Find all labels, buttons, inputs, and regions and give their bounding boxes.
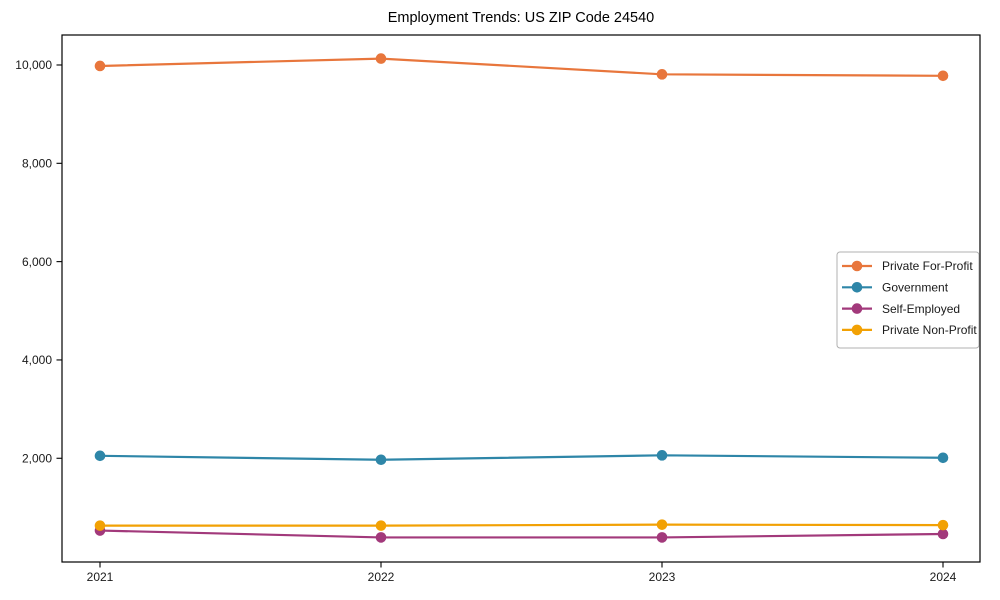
series-point-government-2024 bbox=[937, 452, 949, 464]
legend-marker-swatch bbox=[851, 260, 863, 272]
legend-label: Private For-Profit bbox=[882, 259, 973, 273]
series-point-private-non-profit-2021 bbox=[94, 520, 106, 531]
series-point-government-2022 bbox=[375, 454, 387, 466]
x-tick-label: 2024 bbox=[930, 570, 957, 584]
legend-marker-swatch bbox=[851, 303, 863, 314]
legend-entry-private-non-profit: Private Non-Profit bbox=[842, 323, 977, 337]
series-point-private-non-profit-2023 bbox=[656, 519, 668, 530]
series-point-private-for-profit-2024 bbox=[937, 70, 949, 82]
series-line-private-non-profit bbox=[98, 523, 945, 527]
y-tick-label: 8,000 bbox=[22, 157, 52, 171]
series-point-private-for-profit-2023 bbox=[656, 69, 668, 80]
plot-frame bbox=[61, 34, 981, 563]
series-point-self-employed-2023 bbox=[656, 532, 668, 543]
legend-entry-self-employed: Self-Employed bbox=[842, 302, 960, 316]
legend-label: Government bbox=[882, 281, 949, 295]
y-tick-label: 6,000 bbox=[22, 255, 52, 269]
legend: Private For-Profit Government Self-Employe… bbox=[836, 251, 980, 349]
legend-label: Self-Employed bbox=[882, 302, 960, 316]
y-tick-label: 4,000 bbox=[22, 353, 52, 367]
legend-marker-swatch bbox=[851, 282, 863, 293]
legend-entry-government: Government bbox=[842, 281, 949, 295]
series-self-employed bbox=[94, 525, 949, 543]
y-tick-label: 2,000 bbox=[22, 451, 52, 465]
series-point-private-for-profit-2022 bbox=[375, 53, 387, 64]
series-point-government-2023 bbox=[656, 450, 668, 461]
legend-entry-private-for-profit: Private For-Profit bbox=[842, 259, 973, 273]
series-point-self-employed-2022 bbox=[375, 532, 387, 543]
series-private-for-profit bbox=[94, 53, 949, 82]
series-line-government bbox=[98, 454, 945, 461]
x-tick-label: 2021 bbox=[87, 570, 114, 584]
x-tick-label: 2023 bbox=[649, 570, 676, 584]
series-point-private-non-profit-2022 bbox=[375, 520, 387, 531]
series-point-government-2021 bbox=[94, 450, 106, 462]
series-line-self-employed bbox=[98, 529, 945, 539]
x-tick-label: 2022 bbox=[368, 570, 395, 584]
y-tick-label: 10,000 bbox=[15, 58, 52, 72]
series-point-private-non-profit-2024 bbox=[937, 519, 949, 531]
legend-label: Private Non-Profit bbox=[882, 323, 977, 337]
series-point-private-for-profit-2021 bbox=[94, 60, 106, 72]
series-government bbox=[94, 450, 949, 466]
series-private-non-profit bbox=[94, 519, 949, 531]
series-line-private-for-profit bbox=[98, 57, 945, 77]
legend-box bbox=[836, 251, 980, 349]
series-point-self-employed-2024 bbox=[937, 528, 949, 540]
legend-marker-swatch bbox=[851, 324, 863, 336]
